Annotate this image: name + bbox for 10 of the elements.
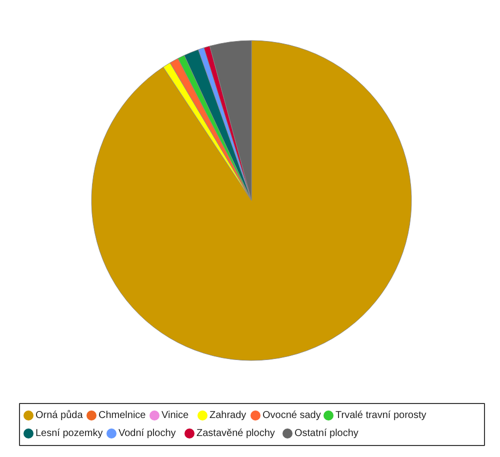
legend-label: Vinice: [162, 410, 189, 421]
legend-label: Ostatní plochy: [294, 428, 358, 439]
legend-label: Zastavěné plochy: [196, 428, 275, 439]
legend-label: Vodní plochy: [118, 428, 176, 439]
legend-label: Zahrady: [210, 410, 246, 421]
legend-label: Orná půda: [36, 409, 84, 421]
legend-label: Chmelnice: [98, 410, 146, 421]
legend-label: Ovocné sady: [262, 410, 321, 421]
legend-label: Lesní pozemky: [36, 428, 103, 439]
legend-label: Trvalé travní porosty: [336, 410, 426, 421]
